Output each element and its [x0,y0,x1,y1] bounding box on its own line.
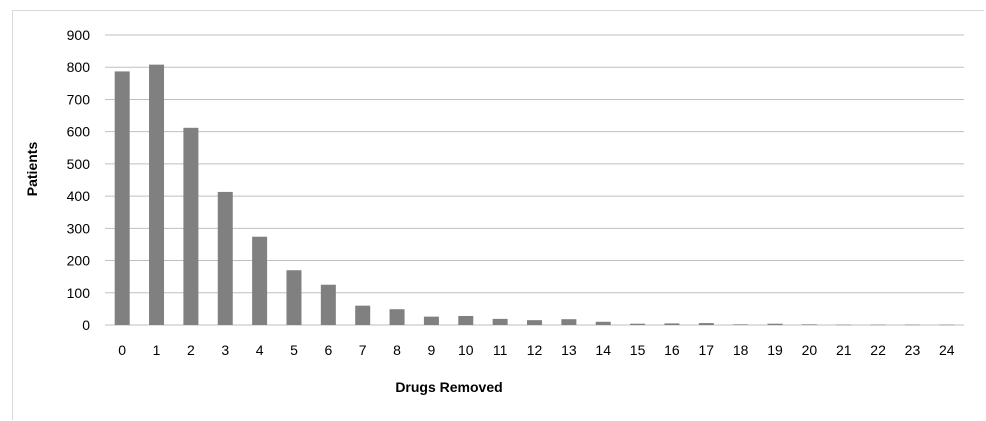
x-tick-label: 7 [359,342,367,358]
x-tick-label: 4 [256,342,264,358]
x-tick-label: 24 [939,342,955,358]
bar [389,309,405,325]
x-tick-label: 20 [802,342,818,358]
x-tick-label: 6 [324,342,332,358]
bar [286,270,302,325]
bar [114,71,130,326]
bar [183,127,199,325]
bar [217,191,233,325]
y-tick-label: 100 [67,285,91,301]
x-tick-label: 14 [595,342,611,358]
bar [527,320,542,325]
x-tick-label: 8 [393,342,401,358]
x-tick-label: 12 [527,342,543,358]
bars [114,64,955,326]
x-tick-label: 18 [733,342,749,358]
y-axis-ticks: 0 100 200 300 400 500 600 700 800 900 [67,27,91,333]
bar [836,324,852,326]
x-axis-title: Drugs Removed [395,379,502,395]
y-tick-label: 500 [67,156,91,172]
chart-frame [12,10,984,420]
x-tick-label: 15 [630,342,646,358]
bar [595,321,611,325]
bar [664,323,680,325]
bar [630,323,646,325]
bar [767,323,783,325]
bar [252,236,268,325]
x-tick-label: 1 [153,342,161,358]
bar [458,315,474,325]
x-tick-label: 9 [428,342,436,358]
bar [561,319,577,325]
x-tick-label: 21 [836,342,852,358]
y-tick-label: 600 [67,124,91,140]
bar [320,284,336,325]
y-tick-label: 300 [67,220,91,236]
bar [423,316,439,325]
bar [939,324,955,326]
x-tick-label: 0 [118,342,126,358]
gridlines [105,34,964,326]
x-tick-label: 5 [290,342,298,358]
bar [733,324,749,325]
bar [355,305,371,325]
x-tick-label: 2 [187,342,195,358]
x-tick-label: 23 [905,342,921,358]
y-tick-label: 0 [82,317,90,333]
x-tick-label: 11 [493,342,508,358]
x-tick-label: 3 [221,342,229,358]
x-tick-label: 16 [664,342,680,358]
x-axis-ticks: 0 1 2 3 4 5 6 7 8 9 10 11 12 13 14 15 16 17 18 19 20 21 22 23 24 [118,342,955,358]
y-tick-label: 700 [67,91,91,107]
x-tick-label: 19 [767,342,783,358]
bar [904,324,920,326]
y-tick-label: 900 [67,27,91,43]
y-tick-label: 200 [67,253,91,269]
y-tick-label: 800 [67,59,91,75]
x-tick-label: 10 [458,342,474,358]
bar [870,324,886,326]
y-tick-label: 400 [67,188,91,204]
bar [149,64,165,326]
bar [492,318,508,325]
bar [801,324,817,325]
x-tick-label: 13 [561,342,577,358]
bar [698,323,714,325]
y-axis-title: Patients [24,142,40,197]
x-tick-label: 17 [699,342,715,358]
x-tick-label: 22 [870,342,886,358]
